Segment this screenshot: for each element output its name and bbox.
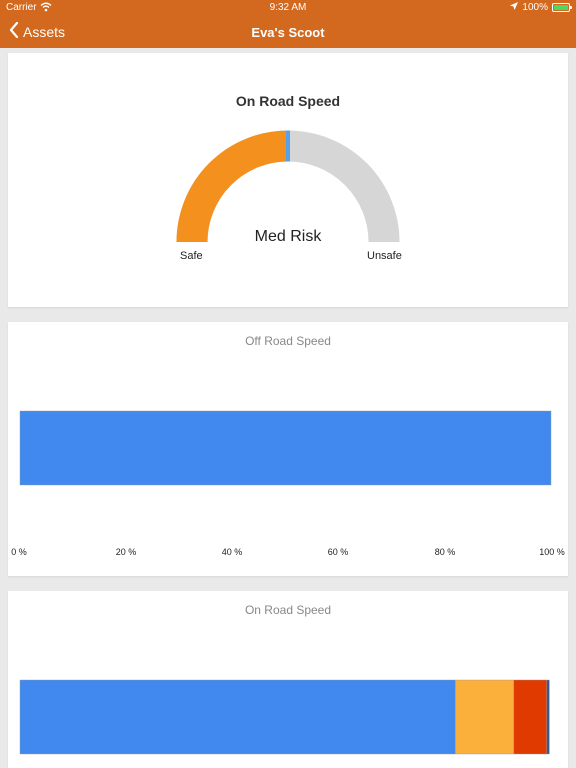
risk-label: Med Risk <box>254 228 322 245</box>
carrier-label: Carrier <box>6 2 37 13</box>
off-road-speed-card: Off Road Speed 0 % 20 % 40 % 60 % 80 % 1… <box>8 322 568 576</box>
chart-title: On Road Speed <box>244 603 332 617</box>
chart-title: Off Road Speed <box>245 334 331 348</box>
x-tick-label: 100 % <box>539 547 565 557</box>
bar-segment-2 <box>455 679 515 755</box>
chevron-left-icon <box>9 21 19 41</box>
x-tick-label: 40 % <box>221 547 243 557</box>
back-button[interactable]: Assets <box>9 21 66 41</box>
location-arrow-icon <box>510 2 519 13</box>
on-road-speed-gauge-card: On Road Speed Med Risk Safe Unsafe <box>8 53 568 307</box>
page-title: Eva's Scoot <box>251 25 325 40</box>
off-road-speed-chart <box>19 410 552 486</box>
speed-gauge <box>176 130 400 243</box>
bar-segment-1 <box>19 410 552 486</box>
x-tick-label: 60 % <box>327 547 349 557</box>
x-tick-label: 0 % <box>11 547 27 557</box>
gauge-title: On Road Speed <box>235 93 341 109</box>
status-time: 9:32 AM <box>269 2 307 13</box>
bar-segment-1 <box>19 679 456 755</box>
x-tick-label: 80 % <box>434 547 456 557</box>
on-road-speed-card: On Road Speed <box>8 591 568 768</box>
bar-segment-4 <box>546 679 550 755</box>
wifi-icon <box>40 1 52 16</box>
battery-icon <box>552 3 572 12</box>
navigation-bar: Assets Eva's Scoot <box>0 16 576 48</box>
gauge-fill <box>176 130 289 243</box>
gauge-max-label: Unsafe <box>367 250 402 262</box>
back-label: Assets <box>23 23 66 40</box>
bar-segment-3 <box>513 679 547 755</box>
x-tick-label: 20 % <box>115 547 137 557</box>
battery-percent: 100% <box>522 2 548 13</box>
status-bar: Carrier 9:32 AM 100% <box>0 0 576 16</box>
on-road-speed-chart <box>19 679 550 755</box>
gauge-min-label: Safe <box>180 250 203 262</box>
